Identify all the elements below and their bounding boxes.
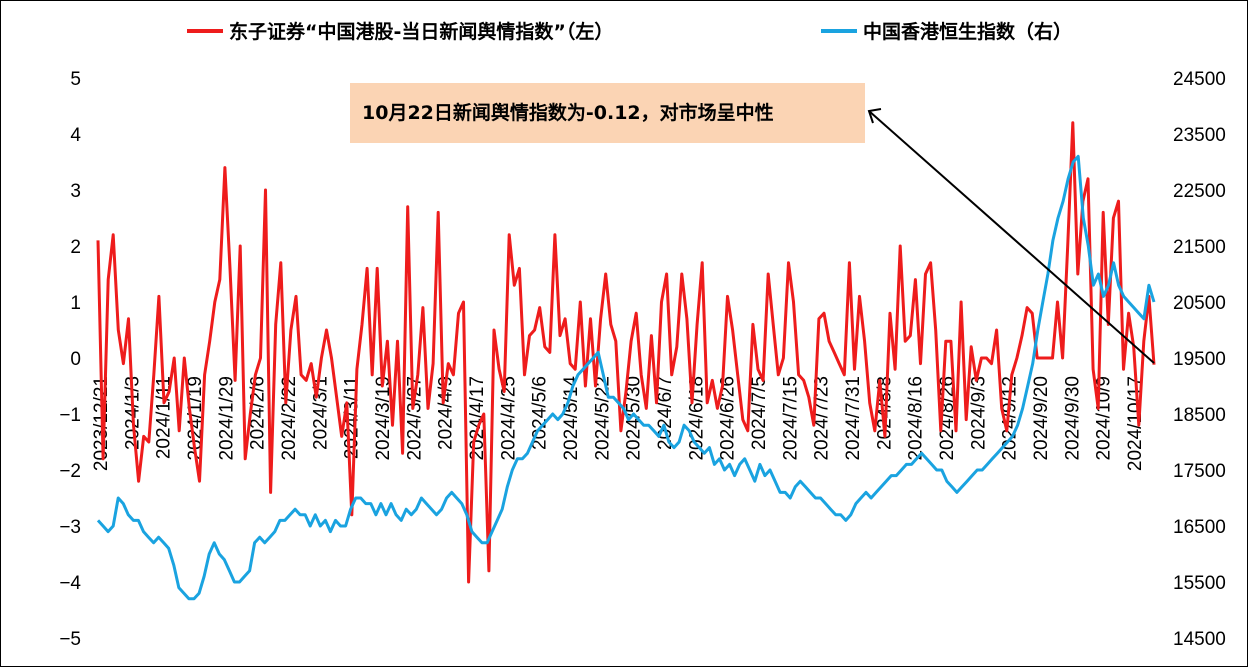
y-axis-right: 24500 23500 22500 21500 20500 19500 18500 17500… [1173,69,1226,650]
y-left-tick-label: 3 [70,181,81,202]
x-tick-label: 2024/1/11 [154,376,175,459]
y-right-tick-label: 20500 [1173,293,1226,314]
x-tick-label: 2024/8/16 [906,376,927,461]
annotation-text: 10月22日新闻舆情指数为-0.12，对市场呈中性 [362,101,774,124]
x-tick-label: 2024/9/12 [1000,376,1021,461]
legend: 东子证券“中国港股-当日新闻舆情指数”（左） 中国香港恒生指数（右） [187,20,1072,43]
y-left-tick-label: −1 [59,405,81,426]
y-right-tick-label: 23500 [1173,125,1226,146]
x-tick-label: 2024/4/9 [436,376,457,450]
legend-label-hsi: 中国香港恒生指数（右） [863,20,1072,43]
x-tick-label: 2024/9/20 [1031,376,1052,461]
x-tick-label: 2024/6/18 [686,376,707,461]
y-right-tick-label: 21500 [1173,237,1226,258]
y-axis-left: 5 4 3 2 1 0 −1 −2 −3 −4 −5 [59,69,81,650]
y-left-tick-label: 2 [70,237,81,258]
y-left-tick-label: 1 [70,293,81,314]
y-left-tick-label: −4 [59,573,81,594]
x-tick-label: 2024/7/15 [780,376,801,461]
y-left-tick-label: 4 [70,125,81,146]
x-tick-label: 2024/7/5 [749,376,770,450]
plot-area [96,121,1156,601]
annotation-box [350,83,865,143]
x-tick-label: 2024/3/19 [373,376,394,461]
y-right-tick-label: 16500 [1173,517,1226,538]
legend-label-sentiment: 东子证券“中国港股-当日新闻舆情指数”（左） [229,20,613,43]
y-left-tick-label: 5 [70,69,81,90]
x-tick-label: 2024/9/3 [968,376,989,450]
series-line-hsi [96,154,1156,601]
x-tick-label: 2024/5/6 [530,376,551,450]
x-tick-label: 2024/1/29 [216,376,237,461]
x-tick-label: 2024/7/23 [812,376,833,461]
x-tick-label: 2024/2/22 [279,376,300,461]
x-tick-label: 2024/5/22 [592,376,613,461]
annotation-arrow-line [868,110,1155,364]
y-right-tick-label: 18500 [1173,405,1226,426]
y-right-tick-label: 22500 [1173,181,1226,202]
annotation: 10月22日新闻舆情指数为-0.12，对市场呈中性 [350,83,1155,364]
y-right-tick-label: 14500 [1173,629,1226,650]
x-tick-label: 2024/4/17 [467,376,488,461]
x-tick-label: 2024/7/31 [843,376,864,461]
y-left-tick-label: −2 [59,461,81,482]
y-left-tick-label: −5 [59,629,81,650]
y-left-tick-label: −3 [59,517,81,538]
y-left-tick-label: 0 [70,349,81,370]
x-tick-label: 2024/6/26 [718,376,739,461]
series-line-sentiment [96,121,1156,584]
x-tick-label: 2024/3/27 [404,376,425,461]
annotation-arrowhead [867,108,882,124]
y-right-tick-label: 17500 [1173,461,1226,482]
y-right-tick-label: 19500 [1173,349,1226,370]
x-tick-label: 2024/5/14 [561,376,582,461]
x-tick-label: 2024/9/30 [1062,376,1083,461]
x-tick-label: 2024/5/30 [624,376,645,461]
y-right-tick-label: 15500 [1173,573,1226,594]
y-right-tick-label: 24500 [1173,69,1226,90]
x-tick-label: 2024/4/25 [498,376,519,461]
